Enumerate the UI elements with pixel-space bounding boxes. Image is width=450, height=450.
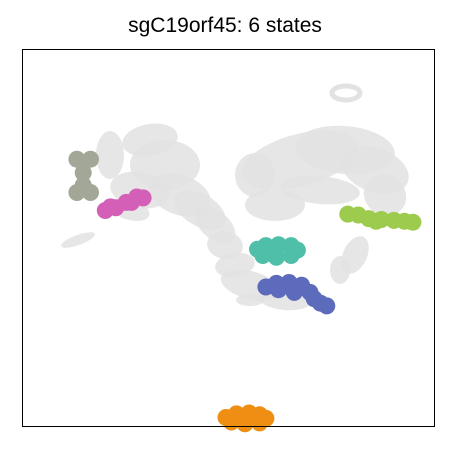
state-point xyxy=(102,198,119,216)
background-cell-cloud xyxy=(235,153,275,197)
state-point xyxy=(285,283,303,301)
state-point xyxy=(222,413,240,431)
background-cell-cloud xyxy=(363,174,407,216)
background-cell-cloud xyxy=(330,256,350,284)
state-point xyxy=(251,414,269,432)
state-point xyxy=(367,212,385,230)
background-cell-cloud xyxy=(245,189,305,221)
state-point xyxy=(236,415,254,433)
state-series-2 xyxy=(96,188,152,219)
state-series-6 xyxy=(217,404,275,433)
plot-frame xyxy=(22,49,435,427)
state-point xyxy=(82,150,99,168)
background-cell-cloud xyxy=(96,131,124,179)
background-cell-cloud xyxy=(207,230,243,260)
state-point xyxy=(270,281,287,299)
state-series-1 xyxy=(68,150,99,201)
state-series-4 xyxy=(249,236,306,266)
state-point xyxy=(74,164,92,182)
state-point xyxy=(282,247,300,264)
background-cell-cloud xyxy=(236,294,264,306)
state-point xyxy=(404,213,422,231)
state-cells xyxy=(68,150,422,433)
state-point xyxy=(68,150,86,168)
background-cell-cloud xyxy=(60,232,96,248)
state-point xyxy=(270,236,287,254)
background-cell-ring xyxy=(329,83,363,103)
state-point xyxy=(254,247,272,264)
state-point xyxy=(74,176,92,194)
state-series-5 xyxy=(257,274,336,315)
chart-title: sgC19orf45: 6 states xyxy=(128,14,322,37)
state-series-3 xyxy=(339,205,422,231)
state-point xyxy=(267,248,285,266)
state-point xyxy=(318,297,336,315)
state-point xyxy=(123,193,140,211)
